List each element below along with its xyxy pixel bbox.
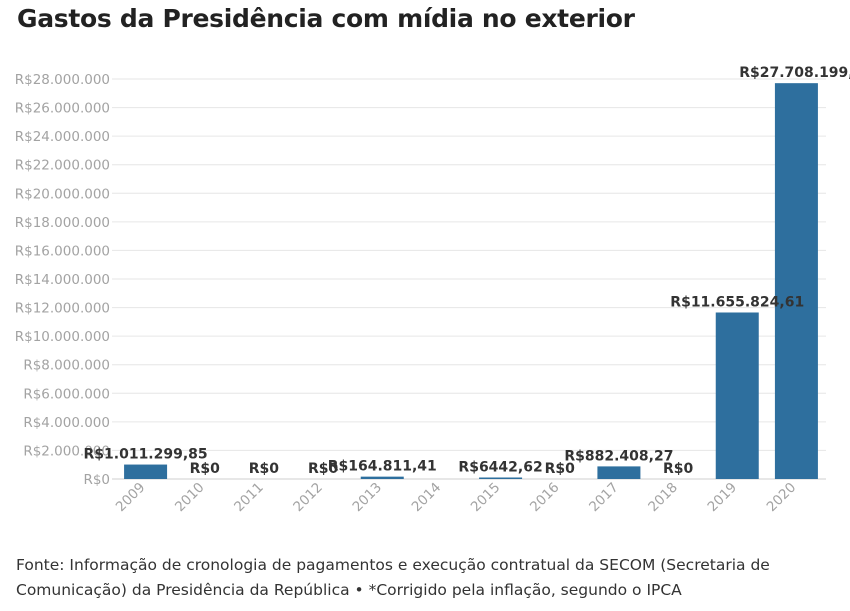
x-tick-label-2016: 2016 bbox=[527, 480, 563, 516]
y-axis-tick-labels: R$0 R$2.000.000 R$4.000.000 R$6.000.000 R$8.… bbox=[15, 72, 110, 488]
data-label-2016: R$0 bbox=[545, 461, 576, 477]
data-label-2020: R$27.708.199, bbox=[739, 65, 850, 81]
bar-2019 bbox=[715, 312, 759, 479]
data-label-2019: R$11.655.824,61 bbox=[670, 294, 804, 310]
source-note: Fonte: Informação de cronologia de pagam… bbox=[16, 553, 836, 603]
chart-title: Gastos da Presidência com mídia no exter… bbox=[17, 4, 635, 33]
bar-2017 bbox=[597, 466, 641, 479]
y-tick-label: R$20.000.000 bbox=[15, 186, 110, 202]
y-tick-label: R$2.000.000 bbox=[23, 443, 110, 459]
data-labels: R$1.011.299,85R$0 R$0 R$0R$164.811,41 R$644… bbox=[84, 65, 850, 477]
bars bbox=[124, 83, 818, 480]
bar-2020 bbox=[774, 83, 818, 480]
y-tick-label: R$26.000.000 bbox=[15, 101, 110, 117]
y-tick-label: R$0 bbox=[83, 472, 110, 488]
data-label-2012: R$0 bbox=[308, 461, 339, 477]
x-tick-label-2019: 2019 bbox=[704, 480, 740, 516]
y-tick-label: R$12.000.000 bbox=[15, 301, 110, 317]
x-tick-label-2012: 2012 bbox=[290, 480, 326, 516]
bar-2009 bbox=[124, 464, 168, 479]
x-tick-label-2018: 2018 bbox=[645, 480, 681, 516]
y-tick-label: R$4.000.000 bbox=[23, 415, 110, 431]
data-label-2017: R$882.408,27 bbox=[564, 448, 673, 464]
y-tick-label: R$10.000.000 bbox=[15, 329, 110, 345]
y-tick-label: R$24.000.000 bbox=[15, 129, 110, 145]
source-line-1: Fonte: Informação de cronologia de pagam… bbox=[16, 556, 770, 574]
gridlines bbox=[112, 78, 826, 480]
x-axis-tick-labels: 2009 2010 2011 2012 2013 2014 2015 2016 2017 2018… bbox=[113, 480, 799, 516]
x-tick-label-2010: 2010 bbox=[172, 480, 208, 516]
bar-chart: R$0 R$2.000.000 R$4.000.000 R$6.000.000 R$8.… bbox=[15, 65, 850, 516]
data-label-2011: R$0 bbox=[249, 461, 280, 477]
source-line-2: Comunicação) da Presidência da República… bbox=[16, 581, 682, 599]
data-label-2013: R$164.811,41 bbox=[328, 459, 437, 475]
x-tick-label-2009: 2009 bbox=[113, 480, 149, 516]
y-tick-label: R$16.000.000 bbox=[15, 243, 110, 259]
data-label-2018: R$0 bbox=[663, 461, 694, 477]
x-tick-label-2020: 2020 bbox=[764, 480, 800, 516]
x-tick-label-2011: 2011 bbox=[231, 480, 267, 516]
data-label-2009: R$1.011.299,85 bbox=[84, 447, 208, 463]
y-tick-label: R$6.000.000 bbox=[23, 386, 110, 402]
x-tick-label-2013: 2013 bbox=[349, 480, 385, 516]
y-tick-label: R$14.000.000 bbox=[15, 272, 110, 288]
y-tick-label: R$22.000.000 bbox=[15, 158, 110, 174]
bar-2013 bbox=[360, 476, 404, 479]
data-label-2015: R$6442,62 bbox=[458, 460, 542, 476]
data-label-2010: R$0 bbox=[190, 461, 221, 477]
x-tick-label-2017: 2017 bbox=[586, 480, 622, 516]
y-tick-label: R$28.000.000 bbox=[15, 72, 110, 88]
bar-2015 bbox=[479, 477, 523, 479]
y-tick-label: R$18.000.000 bbox=[15, 215, 110, 231]
x-tick-label-2014: 2014 bbox=[409, 480, 445, 516]
x-tick-label-2015: 2015 bbox=[468, 480, 504, 516]
y-tick-label: R$8.000.000 bbox=[23, 358, 110, 374]
